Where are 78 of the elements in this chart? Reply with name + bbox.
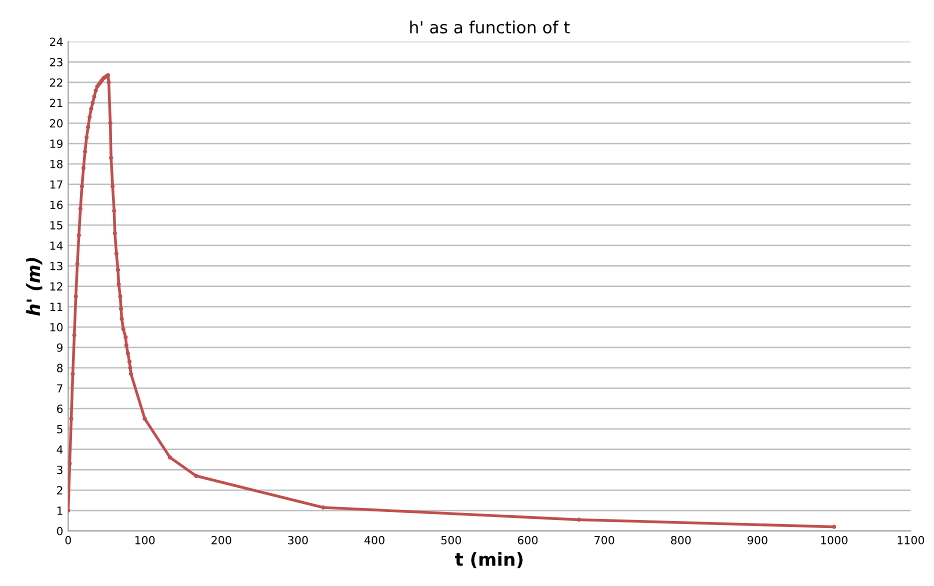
y-tick-label: 14 bbox=[50, 242, 63, 250]
point bbox=[114, 252, 119, 256]
y-tick-label: 1 bbox=[57, 506, 62, 515]
point bbox=[90, 100, 95, 105]
point bbox=[126, 351, 130, 356]
point bbox=[120, 316, 124, 321]
point bbox=[94, 88, 98, 93]
point bbox=[89, 106, 94, 111]
y-tick-label: 12 bbox=[50, 282, 62, 290]
x-tick-label: 500 bbox=[441, 536, 461, 544]
y-tick-label: 24 bbox=[50, 38, 63, 46]
y-tick-label: 23 bbox=[50, 58, 62, 66]
y-tick-label: 15 bbox=[50, 221, 62, 230]
y-tick-label: 5 bbox=[57, 425, 62, 434]
y-axis-title: h' (m) bbox=[26, 258, 42, 316]
y-tick-label: 10 bbox=[50, 323, 63, 332]
y-tick-label: 20 bbox=[50, 119, 63, 128]
point bbox=[124, 343, 128, 348]
y-tick-label: 11 bbox=[50, 302, 62, 311]
x-tick-label: 200 bbox=[212, 536, 232, 544]
y-tick-label: 8 bbox=[57, 364, 63, 372]
chart-title: h' as a function of t bbox=[410, 20, 570, 34]
point bbox=[112, 208, 116, 213]
y-tick-label: 21 bbox=[50, 98, 62, 107]
y-tick-label: 4 bbox=[56, 445, 63, 454]
y-tick-label: 19 bbox=[50, 140, 63, 148]
point bbox=[116, 282, 121, 286]
y-tick-label: 2 bbox=[57, 486, 62, 494]
y-tick-label: 3 bbox=[57, 466, 62, 474]
point bbox=[106, 80, 111, 84]
y-tick-label: 9 bbox=[56, 343, 63, 352]
x-tick-label: 1100 bbox=[898, 536, 924, 544]
point bbox=[110, 184, 115, 188]
point bbox=[194, 474, 198, 478]
point bbox=[127, 360, 132, 364]
y-tick-label: 0 bbox=[56, 526, 63, 536]
y-tick-label: 16 bbox=[50, 200, 63, 210]
point bbox=[116, 268, 120, 272]
x-tick-label: 1000 bbox=[821, 536, 848, 544]
point bbox=[82, 150, 88, 154]
point bbox=[76, 233, 81, 238]
point bbox=[88, 114, 92, 120]
y-tick-label: 13 bbox=[50, 262, 62, 270]
point bbox=[121, 326, 126, 332]
point bbox=[75, 262, 80, 266]
x-axis-title: t (min) bbox=[455, 552, 523, 568]
point bbox=[128, 366, 132, 370]
point bbox=[72, 333, 76, 338]
x-tick-label: 400 bbox=[364, 536, 384, 544]
point bbox=[68, 462, 72, 466]
y-tick-label: 22 bbox=[50, 78, 62, 87]
x-tick-label: 100 bbox=[135, 536, 155, 544]
x-tick-label: 0 bbox=[65, 536, 71, 544]
x-tick-label: 900 bbox=[748, 536, 768, 544]
point bbox=[80, 184, 84, 188]
point bbox=[168, 455, 172, 460]
y-tick-label: 18 bbox=[50, 160, 63, 168]
point bbox=[108, 156, 114, 160]
point bbox=[78, 206, 83, 211]
point bbox=[92, 94, 96, 99]
point bbox=[112, 231, 117, 236]
point bbox=[84, 135, 89, 140]
x-tick-label: 700 bbox=[594, 536, 614, 544]
point bbox=[86, 125, 90, 130]
point bbox=[142, 416, 147, 421]
point bbox=[69, 416, 74, 421]
point bbox=[321, 505, 326, 510]
x-tick-label: 600 bbox=[518, 536, 538, 544]
point bbox=[118, 306, 124, 311]
y-tick-label: 17 bbox=[50, 180, 62, 189]
point bbox=[124, 335, 128, 340]
y-tick-label: 6 bbox=[57, 404, 63, 413]
x-tick-label: 300 bbox=[288, 536, 308, 544]
point bbox=[128, 372, 134, 376]
x-tick-label: 800 bbox=[671, 536, 691, 544]
point bbox=[81, 166, 86, 170]
y-tick-label: 7 bbox=[57, 384, 62, 392]
point bbox=[108, 121, 112, 126]
